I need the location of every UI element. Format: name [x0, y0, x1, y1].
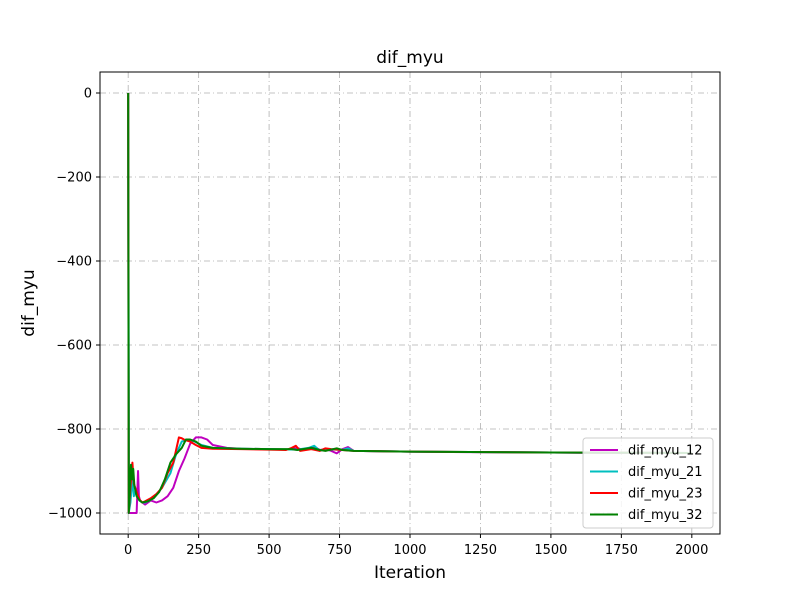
y-tick-label: 0	[84, 87, 92, 102]
series-line-dif-myu-23	[127, 92, 692, 514]
x-tick-label: 2000	[675, 543, 708, 558]
legend-box	[582, 437, 714, 529]
x-tick-label: 750	[327, 543, 352, 558]
y-tick-label: −1000	[48, 507, 92, 522]
y-tick-label: −200	[56, 171, 92, 186]
legend-label: dif_myu_32	[628, 508, 703, 523]
x-tick-label: 500	[257, 543, 282, 558]
y-axis-ticks: 0 −200 −400 −600 −800 −1000	[48, 87, 100, 522]
x-tick-label: 1000	[393, 543, 426, 558]
legend-label: dif_myu_12	[628, 444, 703, 459]
legend-label: dif_myu_23	[628, 487, 703, 502]
series-line-dif-myu-32	[127, 92, 692, 514]
x-axis-ticks: 0 250 500 750 1000 1250 1500 1750 2000	[124, 534, 708, 558]
x-tick-label: 1750	[605, 543, 638, 558]
x-tick-label: 1500	[534, 543, 567, 558]
y-tick-label: −800	[56, 423, 92, 438]
y-tick-label: −600	[56, 339, 92, 354]
x-tick-label: 250	[186, 543, 211, 558]
legend: dif_myu_12 dif_myu_21 dif_myu_23 dif_myu_32	[582, 437, 714, 529]
x-axis-label: Iteration	[374, 563, 446, 583]
y-tick-label: −400	[56, 255, 92, 270]
legend-label: dif_myu_21	[628, 465, 703, 480]
chart-title: dif_myu	[376, 48, 443, 68]
y-axis-label: dif_myu	[19, 269, 39, 336]
x-tick-label: 0	[124, 543, 132, 558]
x-tick-label: 1250	[464, 543, 497, 558]
series-lines	[127, 92, 692, 514]
